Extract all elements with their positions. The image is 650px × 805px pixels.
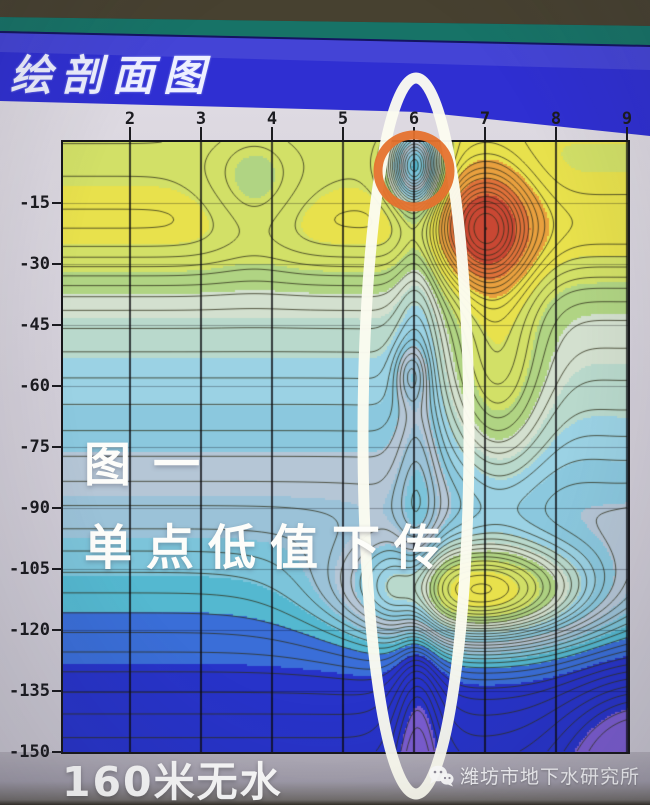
contour-plot-frame: [61, 140, 630, 754]
x-tick-label: 2: [124, 109, 136, 129]
y-tick-mark: [52, 690, 62, 692]
y-tick-mark: [52, 263, 62, 265]
y-tick-mark: [52, 385, 62, 387]
x-tick-mark: [342, 127, 344, 140]
y-tick-label: -135: [9, 681, 50, 701]
x-tick-mark: [271, 127, 273, 140]
y-tick-label: -105: [9, 559, 50, 579]
y-tick-mark: [52, 324, 62, 326]
window-titlebar: [0, 33, 650, 136]
watermark-text: 潍坊市地下水研究所: [459, 766, 640, 788]
y-tick-label: -60: [19, 376, 50, 396]
x-tick-label: 9: [621, 109, 633, 129]
x-tick-mark: [200, 127, 202, 140]
callout-text: 单点低值下传: [84, 520, 457, 576]
x-tick-label: 3: [195, 109, 207, 129]
y-tick-mark: [52, 202, 62, 204]
y-tick-mark: [52, 507, 62, 509]
y-tick-label: -45: [19, 315, 50, 335]
bottom-note: 160米无水: [62, 758, 283, 805]
x-tick-mark: [129, 127, 131, 140]
x-tick-label: 8: [550, 109, 562, 129]
window-title: 绘剖面图: [10, 51, 215, 100]
y-tick-label: -75: [19, 437, 50, 457]
y-tick-label: -30: [19, 254, 50, 274]
y-tick-mark: [52, 446, 62, 448]
y-tick-mark: [52, 568, 62, 570]
bottom-margin-strip: [0, 752, 650, 805]
titlebar-gloss: [0, 33, 650, 70]
y-tick-label: -15: [19, 193, 50, 213]
photo-edge-top: [0, 0, 650, 26]
y-tick-label: -120: [9, 620, 50, 640]
x-tick-mark: [626, 127, 628, 140]
y-tick-label: -150: [9, 742, 50, 762]
x-tick-mark: [555, 127, 557, 140]
x-tick-label: 5: [337, 109, 349, 129]
figure-label: 图一: [84, 438, 222, 493]
monitor-bezel-strip: [0, 17, 650, 46]
x-tick-label: 4: [266, 109, 278, 129]
x-tick-mark: [484, 127, 486, 140]
y-tick-label: -90: [19, 498, 50, 518]
x-tick-label: 7: [479, 109, 491, 129]
x-tick-mark: [413, 127, 415, 140]
titlebar-region: [0, 0, 650, 136]
watermark: 潍坊市地下水研究所: [428, 762, 640, 789]
y-tick-mark: [52, 751, 62, 753]
contour-field-canvas: [63, 142, 628, 752]
wechat-icon: [428, 765, 454, 786]
x-tick-label: 6: [408, 109, 420, 129]
y-tick-mark: [52, 629, 62, 631]
